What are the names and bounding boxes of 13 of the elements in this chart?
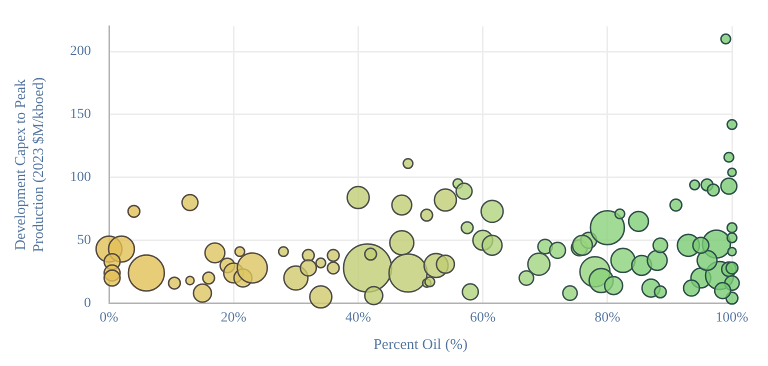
x-tick-label: 40%: [345, 310, 372, 326]
y-tick-label: 100: [70, 170, 91, 186]
x-tick-label: 20%: [220, 310, 247, 326]
y-tick-label: 0: [84, 296, 91, 311]
y-tick-label: 150: [70, 107, 91, 122]
x-tick-label: 60%: [470, 310, 496, 326]
x-axis-title: Percent Oil (%): [373, 336, 468, 353]
x-tick-label: 100%: [716, 310, 749, 326]
x-tick-label: 0%: [100, 310, 119, 326]
y-tick-label: 200: [70, 44, 91, 60]
y-tick-label: 50: [77, 232, 91, 248]
y-axis-title: Development Capex to Peak Production (2023 $M/kboed): [12, 77, 47, 252]
x-tick-label: 80%: [594, 310, 621, 326]
